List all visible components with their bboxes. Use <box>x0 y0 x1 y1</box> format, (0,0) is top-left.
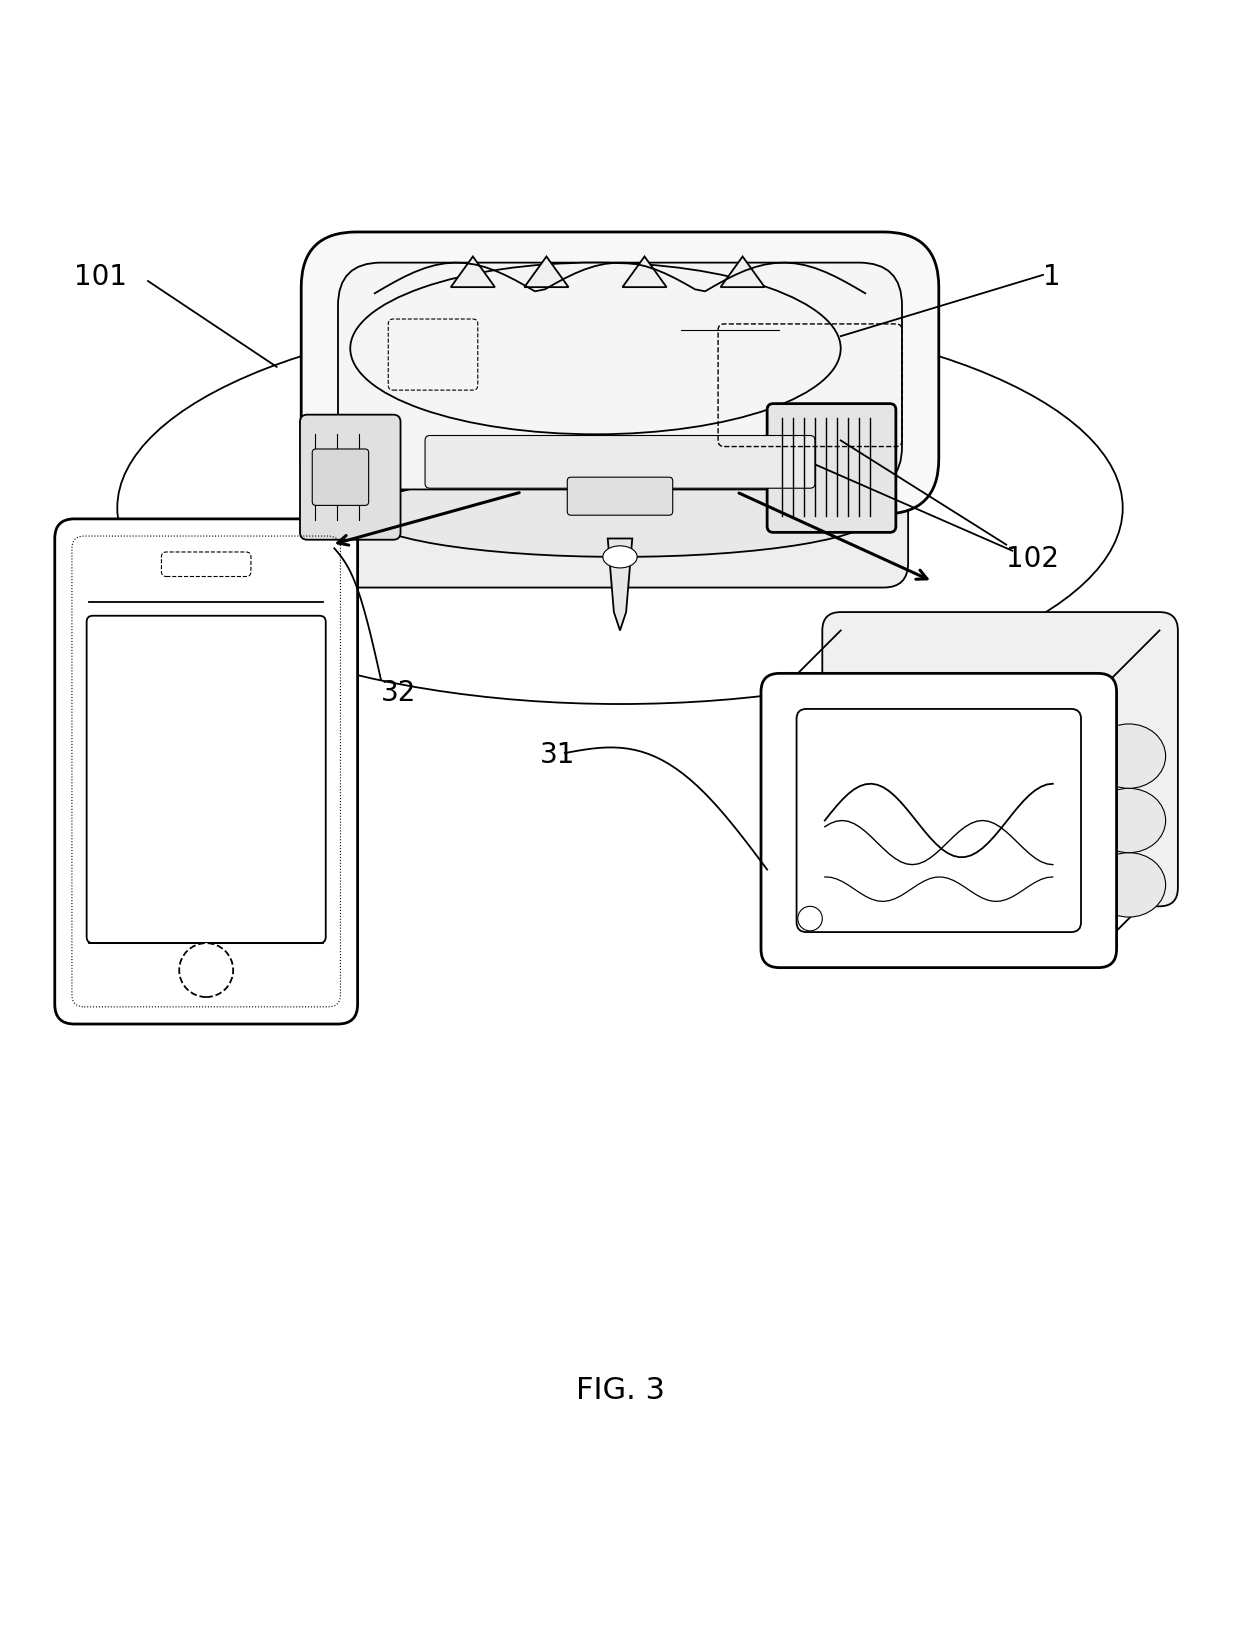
FancyBboxPatch shape <box>312 450 368 505</box>
Ellipse shape <box>1092 724 1166 788</box>
Circle shape <box>797 906 822 930</box>
FancyBboxPatch shape <box>822 612 1178 906</box>
FancyBboxPatch shape <box>339 263 901 489</box>
FancyBboxPatch shape <box>161 551 250 576</box>
Polygon shape <box>720 256 765 287</box>
Text: 32: 32 <box>381 679 417 707</box>
FancyBboxPatch shape <box>425 435 815 489</box>
Ellipse shape <box>1092 788 1166 853</box>
FancyBboxPatch shape <box>301 231 939 514</box>
Text: 101: 101 <box>74 263 128 290</box>
FancyBboxPatch shape <box>87 615 326 944</box>
FancyBboxPatch shape <box>332 415 908 587</box>
Polygon shape <box>608 538 632 630</box>
Polygon shape <box>622 256 667 287</box>
Text: FIG. 3: FIG. 3 <box>575 1377 665 1405</box>
FancyBboxPatch shape <box>55 519 357 1024</box>
Ellipse shape <box>118 312 1122 704</box>
Ellipse shape <box>1092 853 1166 917</box>
Polygon shape <box>525 256 568 287</box>
Circle shape <box>180 944 233 998</box>
FancyBboxPatch shape <box>300 415 401 540</box>
FancyBboxPatch shape <box>796 709 1081 932</box>
Polygon shape <box>451 256 495 287</box>
Text: 31: 31 <box>541 740 575 768</box>
FancyBboxPatch shape <box>761 673 1116 968</box>
Ellipse shape <box>603 546 637 568</box>
Ellipse shape <box>350 263 841 435</box>
FancyBboxPatch shape <box>768 404 895 532</box>
FancyBboxPatch shape <box>567 478 673 515</box>
Ellipse shape <box>362 471 878 556</box>
Text: 1: 1 <box>1043 263 1060 290</box>
Text: 102: 102 <box>1006 545 1059 573</box>
